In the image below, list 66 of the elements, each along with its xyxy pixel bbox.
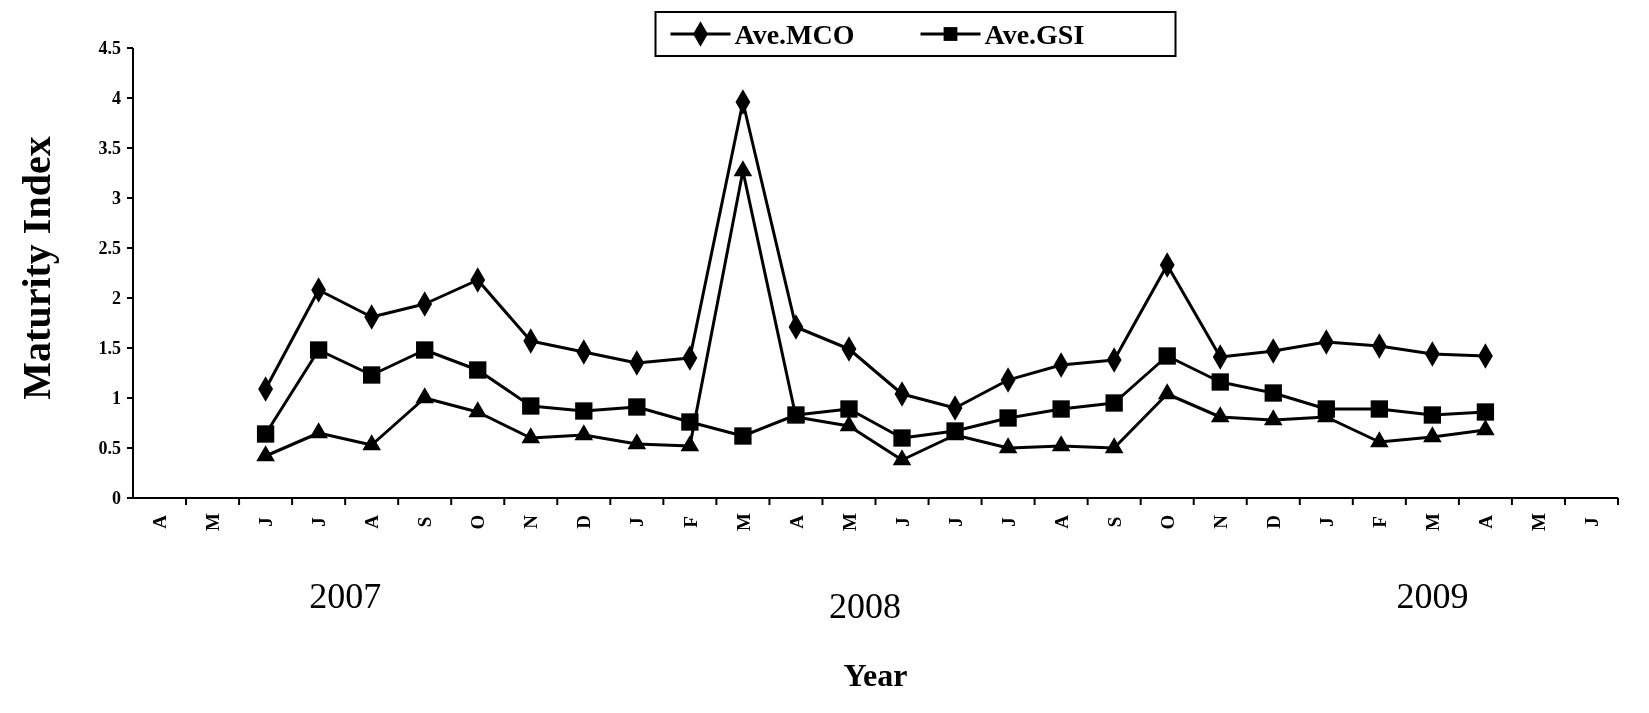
point — [1476, 403, 1495, 421]
x-tick-label: J — [308, 517, 330, 527]
y-tick-label: 4 — [112, 88, 121, 109]
x-tick-label: A — [149, 514, 171, 529]
legend-label: Ave.MCO — [734, 18, 855, 50]
point — [416, 341, 434, 359]
point — [256, 425, 275, 443]
x-tick-label: F — [679, 516, 701, 528]
y-tick-label: 2 — [112, 288, 121, 309]
x-tick-label: N — [1209, 514, 1231, 529]
y-tick-label: 2.5 — [98, 238, 121, 259]
point — [522, 397, 540, 415]
x-tick-label: F — [1368, 516, 1390, 528]
point — [1105, 394, 1123, 412]
text: 2007 — [309, 576, 382, 616]
x-tick-label: A — [785, 514, 807, 529]
point — [575, 402, 593, 420]
point — [1423, 406, 1442, 424]
x-tick-label: J — [1315, 517, 1337, 527]
y-tick-label: 1 — [112, 388, 121, 409]
x-tick-label: N — [520, 514, 542, 529]
point — [469, 361, 487, 379]
y-tick-label: 0.5 — [98, 438, 121, 459]
point — [363, 366, 381, 384]
text: 2008 — [828, 586, 901, 626]
x-tick-label: M — [1422, 512, 1444, 531]
point — [681, 413, 699, 431]
y-tick-label: 0 — [112, 488, 121, 509]
x-tick-label: J — [1581, 517, 1603, 527]
x-tick-label: J — [626, 517, 648, 527]
x-tick-label: O — [1156, 514, 1178, 530]
y-tick-label: 4.5 — [98, 38, 121, 59]
point — [628, 398, 646, 416]
x-tick-label: M — [732, 512, 754, 531]
point — [893, 429, 911, 447]
x-tick-label: M — [1528, 512, 1550, 531]
y-axis-title: Maturity Index — [14, 136, 59, 400]
point — [1264, 384, 1282, 402]
x-tick-label: J — [255, 517, 277, 527]
point — [999, 409, 1017, 427]
point — [309, 341, 328, 359]
point — [1370, 400, 1388, 418]
x-tick-label: O — [467, 514, 489, 530]
y-tick-label: 3.5 — [98, 138, 121, 159]
x-tick-label: D — [1262, 515, 1284, 529]
x-tick-label: D — [573, 515, 595, 529]
x-axis-title: Year — [843, 657, 908, 693]
point — [1158, 347, 1176, 365]
x-tick-label: M — [838, 512, 860, 531]
x-tick-label: J — [891, 517, 913, 527]
point — [734, 427, 752, 445]
x-tick-label: S — [1103, 516, 1125, 528]
point — [840, 400, 858, 418]
x-tick-label: J — [944, 517, 966, 527]
x-tick-label: M — [202, 512, 224, 531]
y-tick-label: 3 — [112, 188, 121, 209]
x-tick-label: A — [1050, 514, 1072, 529]
x-tick-label: S — [414, 516, 436, 528]
point — [1211, 373, 1229, 391]
text: 2009 — [1396, 576, 1469, 616]
y-tick-label: 1.5 — [98, 338, 121, 359]
legend-label: Ave.GSI — [984, 18, 1085, 50]
point — [1052, 400, 1070, 418]
x-tick-label: A — [1475, 514, 1497, 529]
x-tick-label: A — [361, 514, 383, 529]
x-tick-label: J — [997, 517, 1019, 527]
